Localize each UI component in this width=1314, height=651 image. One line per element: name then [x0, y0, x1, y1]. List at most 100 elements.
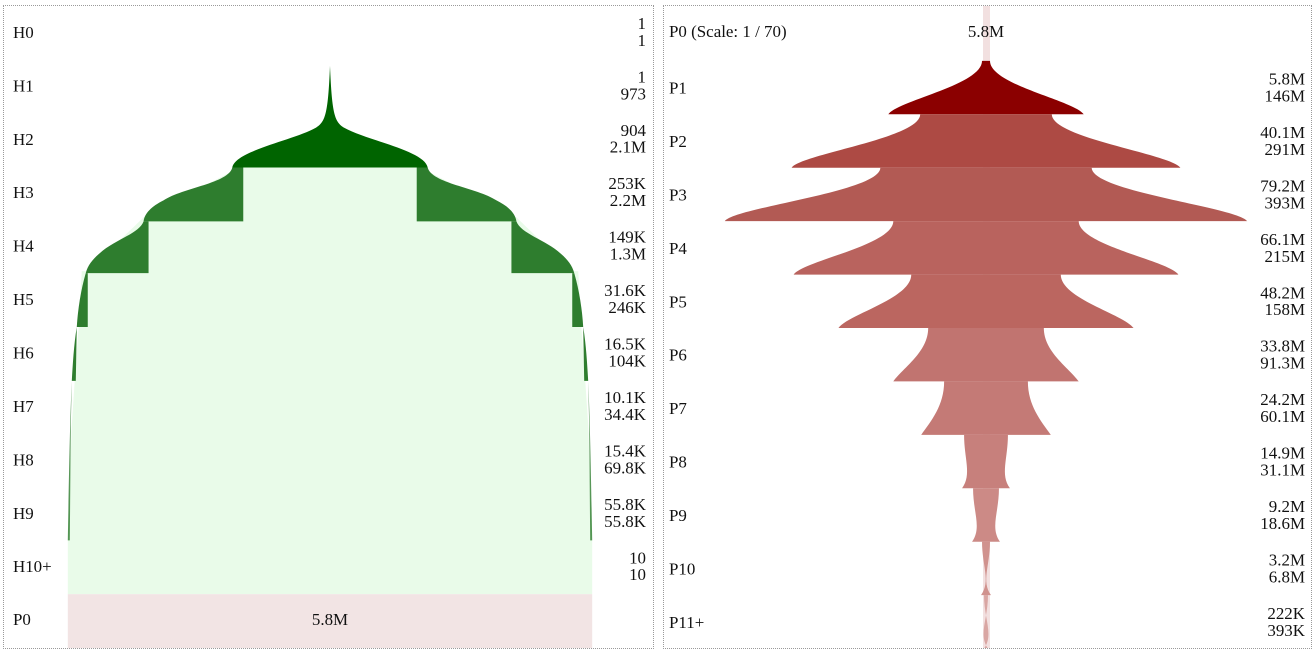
path-row-label: P7: [669, 399, 687, 418]
heap-row-top-value: 1: [638, 14, 646, 33]
heap-row-bottom-value: 69.8K: [604, 458, 647, 477]
path-header-label: P0 (Scale: 1 / 70): [669, 22, 787, 41]
path-row-label: P11+: [669, 613, 704, 632]
path-row-top-value: 5.8M: [1269, 70, 1305, 89]
heap-footer-label: P0: [13, 610, 31, 629]
path-level-shape: [981, 541, 991, 596]
heap-row-top-value: 149K: [608, 228, 646, 247]
path-row-top-value: 3.2M: [1269, 550, 1305, 569]
heap-row-top-value: 253K: [608, 174, 646, 193]
path-header-value: 5.8M: [968, 22, 1004, 41]
heap-level-h7-9-shape-left: [67, 380, 72, 541]
heap-level-h3-shape-left: [143, 167, 244, 222]
path-level-shape: [983, 595, 989, 648]
heap-row-label: H8: [13, 450, 34, 469]
path-row-label: P4: [669, 239, 687, 258]
heap-row-bottom-value: 2.1M: [610, 138, 646, 157]
path-row-label: P9: [669, 506, 687, 525]
path-level-shape: [793, 221, 1179, 275]
path-row-top-value: 14.9M: [1260, 444, 1305, 463]
path-level-shape: [962, 434, 1010, 489]
path-row-bottom-value: 393K: [1267, 621, 1305, 640]
heap-level-h4-shape-right: [511, 221, 575, 274]
path-row-bottom-value: 393M: [1265, 193, 1305, 212]
heap-row-bottom-value: 10: [629, 565, 646, 584]
heap-row-label: H0: [13, 23, 34, 42]
heap-row-top-value: 55.8K: [604, 495, 647, 514]
path-row-top-value: 24.2M: [1260, 390, 1305, 409]
heap-level-h6-shape-left: [71, 327, 77, 381]
heap-panel: P0 5.8M H0 1 1 H1 1 973 H2 904 2.1M H3 253K 2.2M H4 1…: [3, 5, 654, 649]
heap-body: [67, 165, 593, 595]
path-row-bottom-value: 31.1M: [1260, 461, 1305, 480]
heap-row-label: H6: [13, 344, 34, 363]
heap-row-label: H1: [13, 76, 34, 95]
path-row-bottom-value: 146M: [1265, 87, 1305, 106]
heap-footer-value: 5.8M: [312, 610, 348, 629]
heap-row-bottom-value: 1.3M: [610, 245, 646, 264]
path-row-bottom-value: 60.1M: [1260, 407, 1305, 426]
path-row-label: P6: [669, 346, 687, 365]
heap-row-top-value: 16.5K: [604, 335, 647, 354]
path-level-shape: [838, 274, 1134, 328]
heap-row-label: H7: [13, 397, 34, 416]
path-level-shape: [791, 114, 1181, 168]
heap-row-label: H10+: [13, 557, 52, 576]
path-row-top-value: 222K: [1267, 604, 1305, 623]
heap-row-bottom-value: 246K: [608, 298, 646, 317]
heap-row-top-value: 904: [621, 121, 647, 140]
heap-level-h4-shape-left: [85, 221, 149, 274]
heap-row-label: H5: [13, 290, 34, 309]
path-row-bottom-value: 91.3M: [1260, 354, 1305, 373]
heap-row-top-value: 15.4K: [604, 441, 647, 460]
heap-row-label: H9: [13, 504, 34, 523]
heap-level-h7-9-shape-right: [588, 380, 593, 541]
heap-row-label: H4: [13, 237, 34, 256]
path-row-top-value: 40.1M: [1260, 123, 1305, 142]
heap-footer-band: [67, 594, 593, 648]
path-level-shape: [893, 327, 1079, 382]
path-level-shape: [724, 167, 1248, 222]
heap-row-bottom-value: 2.2M: [610, 191, 646, 210]
heap-row-top-value: 10: [629, 548, 646, 567]
path-panel: P0 (Scale: 1 / 70) 5.8M P1 5.8M 146M P2 40.1…: [663, 5, 1312, 649]
path-row-bottom-value: 158M: [1265, 300, 1305, 319]
path-row-bottom-value: 6.8M: [1269, 567, 1305, 586]
heap-row-top-value: 1: [638, 67, 646, 86]
heap-row-top-value: 31.6K: [604, 281, 647, 300]
path-level-shape: [921, 381, 1051, 435]
heap-row-label: H3: [13, 183, 34, 202]
path-row-top-value: 66.1M: [1260, 230, 1305, 249]
heap-level-h6-shape-right: [583, 327, 589, 381]
heap-level-h5-shape-left: [76, 273, 88, 327]
path-row-bottom-value: 291M: [1265, 140, 1305, 159]
path-row-bottom-value: 18.6M: [1260, 514, 1305, 533]
heap-row-bottom-value: 104K: [608, 351, 646, 370]
path-row-label: P2: [669, 132, 687, 151]
path-row-top-value: 33.8M: [1260, 337, 1305, 356]
heap-row-top-value: 10.1K: [604, 388, 647, 407]
path-row-top-value: 48.2M: [1260, 283, 1305, 302]
path-row-label: P8: [669, 453, 687, 472]
path-shapes: [724, 60, 1248, 648]
path-level-shape: [972, 488, 1000, 542]
heap-row-bottom-value: 973: [621, 84, 646, 103]
path-row-label: P1: [669, 79, 687, 98]
path-row-top-value: 79.2M: [1260, 176, 1305, 195]
heap-level-h3-shape-right: [416, 167, 517, 222]
path-row-label: P5: [669, 292, 687, 311]
heap-row-bottom-value: 34.4K: [604, 405, 647, 424]
heap-row-label: H2: [13, 130, 34, 149]
heap-level-h5-shape-right: [572, 273, 584, 327]
path-row-bottom-value: 215M: [1265, 247, 1305, 266]
path-row-top-value: 9.2M: [1269, 497, 1305, 516]
path-row-label: P10: [669, 559, 695, 578]
path-level-shape: [888, 60, 1084, 115]
heap-row-bottom-value: 1: [638, 31, 646, 50]
path-row-label: P3: [669, 185, 687, 204]
heap-level-h2-shape: [232, 65, 428, 168]
